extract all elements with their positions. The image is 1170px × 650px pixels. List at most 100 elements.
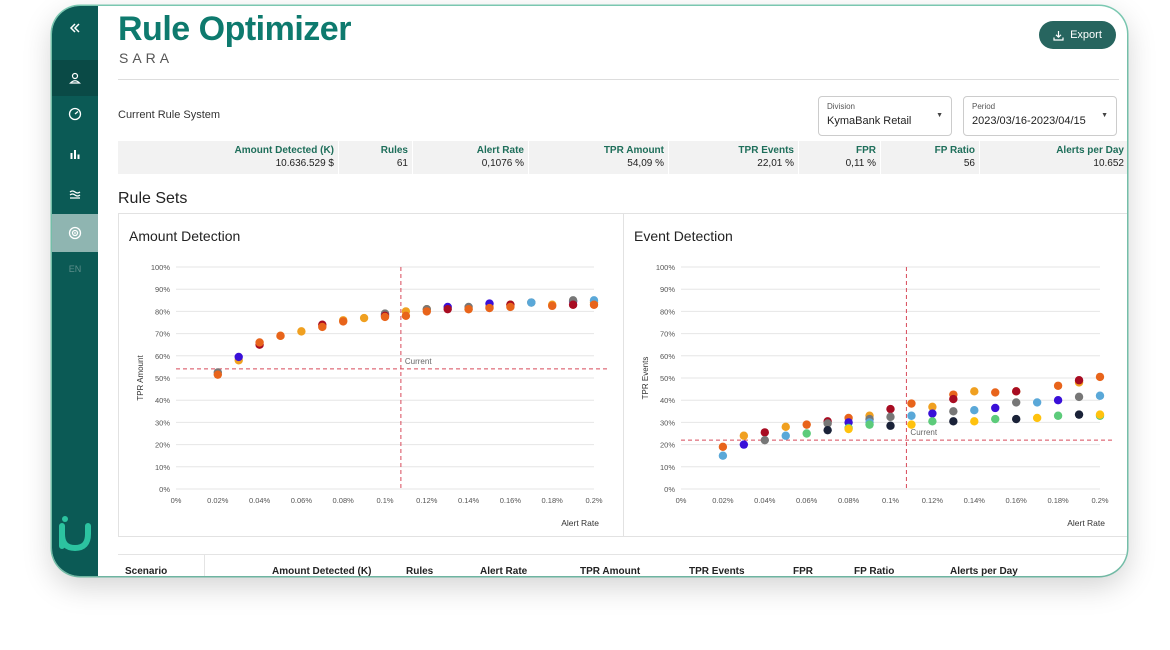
data-point	[928, 402, 937, 412]
sidebar-item-charts[interactable]	[52, 136, 98, 172]
data-point	[506, 302, 515, 312]
export-button[interactable]: Export	[1039, 21, 1116, 49]
data-point	[928, 409, 937, 418]
division-label: Division	[827, 102, 856, 111]
x-axis-label: Alert Rate	[1067, 518, 1105, 528]
x-tick-label: 0.1%	[882, 496, 899, 505]
x-tick-label: 0.08%	[333, 496, 355, 505]
x-tick-label: 0.08%	[838, 496, 860, 505]
x-tick-label: 0%	[676, 496, 687, 505]
data-point	[1095, 391, 1105, 400]
scenario-table-header: Scenario Amount Detected (K) Rules Alert…	[118, 554, 1127, 576]
data-point	[548, 301, 557, 311]
y-tick-label: 90%	[660, 285, 675, 294]
current-rule-summary-table: Amount Detected (K) Rules Alert Rate TPR…	[118, 141, 1127, 174]
data-point	[485, 303, 494, 313]
table-header: Scenario	[125, 566, 168, 576]
data-point	[359, 313, 369, 323]
table-header: FPR	[798, 141, 881, 157]
y-tick-label: 100%	[151, 263, 171, 272]
gauge-icon	[68, 107, 82, 121]
event-detection-chart: 0% 10% 20% 30% 40% 50% 60% 70% 80% 90% 100% 0% 0.02%…	[641, 263, 1114, 528]
data-point	[760, 428, 769, 437]
data-point	[970, 387, 979, 396]
division-dropdown[interactable]: Division KymaBank Retail ▼	[818, 96, 952, 136]
data-point	[991, 414, 1000, 424]
target-icon	[68, 226, 82, 240]
table-header: Alert Rate	[480, 566, 528, 576]
data-point	[886, 412, 895, 422]
current-rule-system-label: Current Rule System	[118, 109, 221, 121]
caret-down-icon: ▼	[1101, 112, 1108, 119]
table-header: FPR	[793, 566, 813, 576]
data-point	[464, 304, 473, 314]
data-point	[234, 352, 243, 362]
y-tick-label: 60%	[155, 352, 170, 361]
table-cell: 10.636.529 $	[118, 157, 339, 174]
data-point	[568, 300, 578, 309]
y-tick-label: 80%	[660, 307, 675, 316]
y-tick-label: 10%	[155, 463, 170, 472]
y-tick-label: 20%	[155, 441, 170, 450]
y-tick-label: 30%	[660, 418, 675, 427]
data-point	[739, 440, 749, 449]
logo	[59, 516, 91, 552]
data-point	[949, 407, 958, 416]
app-window: EN Rule Optimizer SARA Export Current Ru…	[52, 6, 1127, 576]
page-subtitle: SARA	[119, 50, 174, 66]
bar-chart-icon	[70, 150, 80, 159]
data-point	[844, 424, 853, 434]
rule-sets-heading: Rule Sets	[118, 190, 188, 207]
table-cell: 61	[338, 157, 413, 174]
y-axis-label: TPR Events	[641, 357, 650, 400]
data-point	[318, 322, 327, 332]
language-switch[interactable]: EN	[68, 264, 82, 274]
data-point	[802, 420, 811, 429]
x-axis-label: Alert Rate	[561, 518, 599, 528]
amount-detection-card: Amount Detection 0% 10% 20% 30% 40% 50% 60% 70%…	[118, 213, 624, 537]
y-tick-label: 80%	[155, 307, 170, 316]
collapse-sidebar-button[interactable]	[52, 10, 98, 46]
data-point	[1095, 372, 1105, 382]
chart-title: Amount Detection	[129, 228, 241, 244]
table-header: Rules	[406, 566, 434, 576]
sidebar-item-user[interactable]	[52, 60, 98, 96]
data-point	[1053, 411, 1063, 420]
sidebar-item-trends[interactable]	[52, 176, 98, 212]
x-tick-label: 0.02%	[712, 496, 734, 505]
x-tick-label: 0.12%	[416, 496, 438, 505]
x-tick-label: 0.1%	[376, 496, 393, 505]
current-label: Current	[405, 357, 432, 366]
amount-detection-chart: 0% 10% 20% 30% 40% 50% 60% 70% 80% 90% 100% 0% 0.02%…	[136, 263, 608, 528]
data-point	[907, 411, 916, 420]
table-cell: 10.652	[979, 157, 1127, 174]
division-value: KymaBank Retail	[827, 115, 912, 127]
table-header: TPR Amount	[580, 566, 641, 576]
y-tick-label: 70%	[155, 330, 170, 339]
data-point	[589, 300, 599, 309]
table-row: 10.636.529 $ 61 0,1076 % 54,09 % 22,01 %…	[118, 157, 1127, 174]
table-header: Amount Detected (K)	[118, 141, 339, 157]
y-tick-label: 40%	[660, 396, 675, 405]
x-tick-label: 0.04%	[249, 496, 271, 505]
sidebar-item-rule-optimizer[interactable]	[52, 214, 98, 252]
period-dropdown[interactable]: Period 2023/03/16-2023/04/15 ▼	[963, 96, 1117, 136]
x-tick-label: 0.16%	[500, 496, 522, 505]
sidebar: EN	[52, 6, 98, 576]
data-point	[970, 405, 979, 415]
period-label: Period	[972, 102, 996, 111]
data-point	[865, 420, 874, 429]
data-point	[527, 298, 536, 307]
x-tick-label: 0.2%	[585, 496, 602, 505]
x-tick-label: 0.06%	[291, 496, 313, 505]
table-header: TPR Events	[689, 566, 745, 576]
x-tick-label: 0.04%	[754, 496, 776, 505]
export-label: Export	[1070, 29, 1102, 41]
x-tick-label: 0.16%	[1006, 496, 1028, 505]
data-point	[1053, 396, 1063, 405]
sidebar-item-dashboard[interactable]	[52, 96, 98, 132]
y-tick-label: 0%	[159, 485, 170, 494]
data-point	[949, 417, 958, 426]
x-tick-label: 0.14%	[458, 496, 480, 505]
y-tick-label: 30%	[155, 418, 170, 427]
